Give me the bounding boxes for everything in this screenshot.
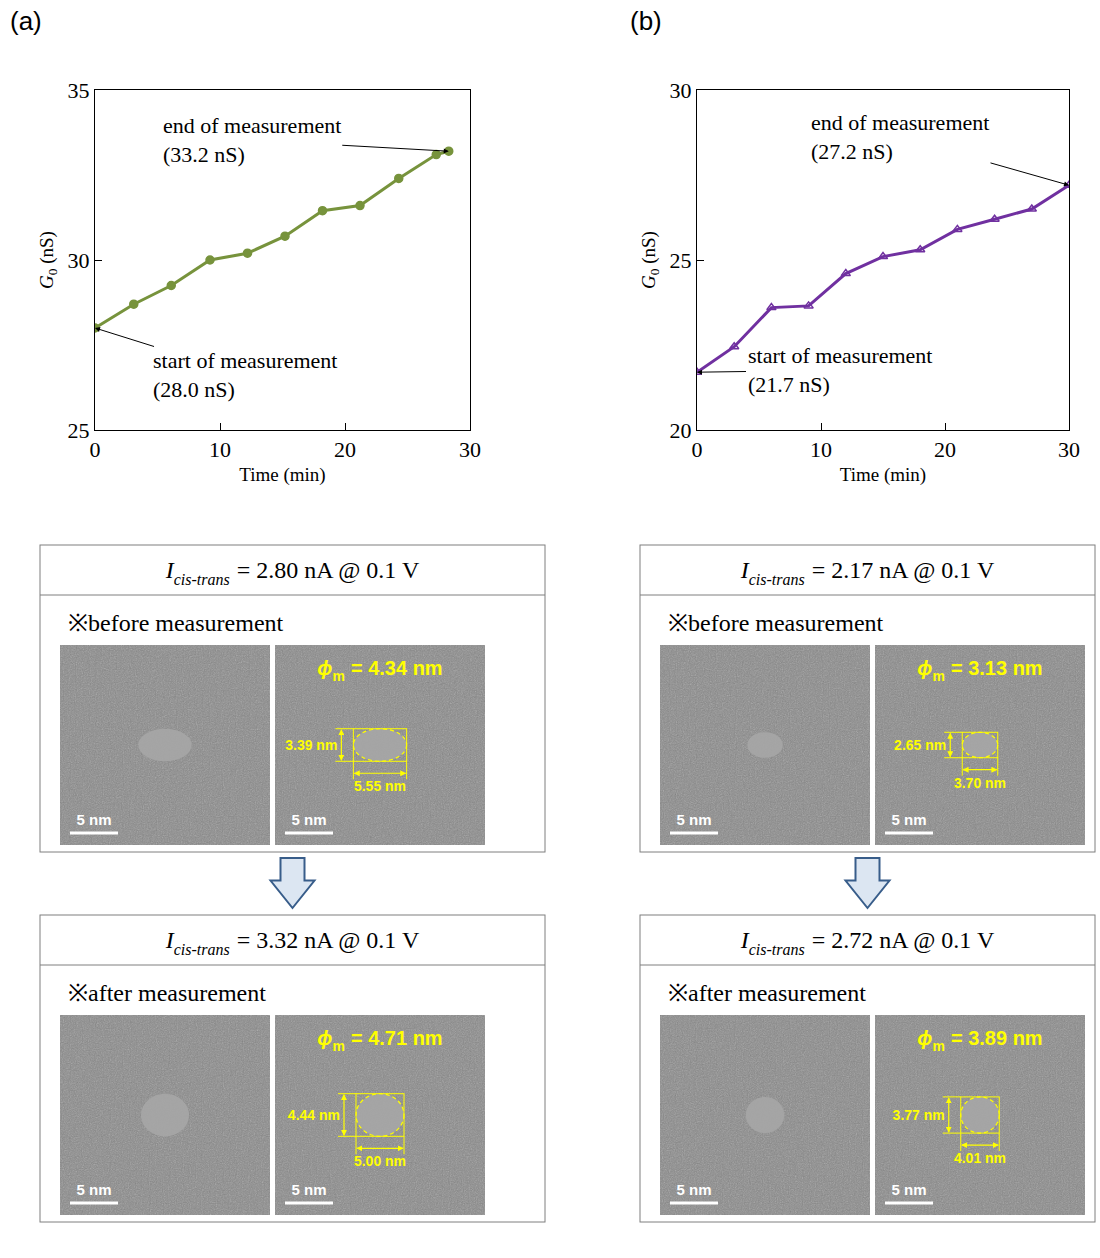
svg-text:5 nm: 5 nm [291, 1181, 326, 1198]
svg-text:G​0​ (nS): G​0​ (nS) [36, 231, 60, 289]
svg-text:3.39 nm: 3.39 nm [285, 737, 337, 753]
svg-text:30: 30 [1058, 437, 1080, 462]
svg-text:Icis-trans= 2.80 nA @ 0.1 V: Icis-trans= 2.80 nA @ 0.1 V [165, 557, 420, 588]
svg-text:Time (min): Time (min) [239, 464, 325, 486]
svg-text:5 nm: 5 nm [76, 811, 111, 828]
svg-text:Icis-trans= 3.32 nA @ 0.1 V: Icis-trans= 3.32 nA @ 0.1 V [165, 927, 420, 958]
svg-text:※after measurement: ※after measurement [68, 980, 266, 1006]
svg-text:Icis-trans= 2.72 nA @ 0.1 V: Icis-trans= 2.72 nA @ 0.1 V [740, 927, 995, 958]
svg-text:Icis-trans= 2.17 nA @ 0.1 V: Icis-trans= 2.17 nA @ 0.1 V [740, 557, 995, 588]
svg-text:10: 10 [810, 437, 832, 462]
svg-text:4.44 nm: 4.44 nm [288, 1107, 340, 1123]
svg-text:0: 0 [692, 437, 703, 462]
svg-text:ϕm= 3.13 nm: ϕm= 3.13 nm [917, 657, 1042, 684]
svg-text:0: 0 [90, 437, 101, 462]
svg-text:Time (min): Time (min) [840, 464, 926, 486]
html-text:(a): (a) [10, 6, 42, 36]
svg-text:end of measurement(27.2 nS): end of measurement(27.2 nS) [811, 110, 989, 164]
svg-text:5 nm: 5 nm [891, 811, 926, 828]
svg-text:4.01 nm: 4.01 nm [954, 1150, 1006, 1166]
svg-text:ϕm= 4.71 nm: ϕm= 4.71 nm [317, 1027, 442, 1054]
svg-text:5 nm: 5 nm [676, 1181, 711, 1198]
svg-text:25: 25 [68, 418, 90, 443]
svg-text:ϕm= 4.34 nm: ϕm= 4.34 nm [317, 657, 442, 684]
svg-text:3.70 nm: 3.70 nm [954, 775, 1006, 791]
svg-text:start of measurement(21.7 nS): start of measurement(21.7 nS) [748, 343, 933, 397]
svg-text:10: 10 [209, 437, 231, 462]
svg-text:※before measurement: ※before measurement [68, 610, 284, 636]
svg-text:30: 30 [670, 78, 692, 103]
svg-text:5.55 nm: 5.55 nm [354, 778, 406, 794]
svg-text:5 nm: 5 nm [76, 1181, 111, 1198]
html-text:(b): (b) [630, 6, 662, 36]
svg-text:5 nm: 5 nm [676, 811, 711, 828]
svg-text:35: 35 [68, 78, 90, 103]
svg-text:20: 20 [670, 418, 692, 443]
svg-text:※after measurement: ※after measurement [668, 980, 866, 1006]
svg-text:end of measurement(33.2 nS): end of measurement(33.2 nS) [163, 113, 341, 167]
svg-text:5.00 nm: 5.00 nm [354, 1153, 406, 1169]
svg-text:start of measurement(28.0 nS): start of measurement(28.0 nS) [153, 348, 338, 402]
svg-text:ϕm= 3.89 nm: ϕm= 3.89 nm [917, 1027, 1042, 1054]
svg-text:2.65 nm: 2.65 nm [894, 737, 946, 753]
svg-text:3.77 nm: 3.77 nm [893, 1107, 945, 1123]
svg-text:5 nm: 5 nm [891, 1181, 926, 1198]
svg-text:※before measurement: ※before measurement [668, 610, 884, 636]
svg-text:25: 25 [670, 248, 692, 273]
svg-text:5 nm: 5 nm [291, 811, 326, 828]
svg-text:30: 30 [459, 437, 481, 462]
svg-text:20: 20 [934, 437, 956, 462]
svg-text:20: 20 [334, 437, 356, 462]
svg-text:30: 30 [68, 248, 90, 273]
svg-text:G​0​ (nS): G​0​ (nS) [638, 231, 662, 289]
